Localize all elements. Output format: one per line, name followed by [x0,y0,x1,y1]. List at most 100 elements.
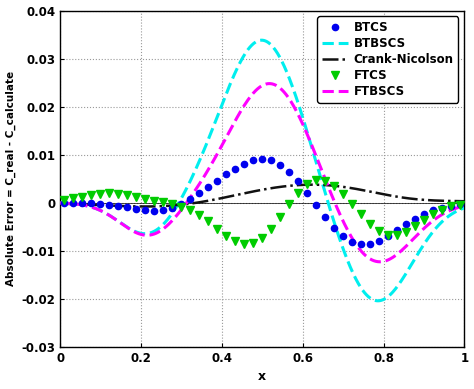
BTBSCS [462,205,467,210]
FTCS [160,200,166,205]
FTBSCS [266,81,272,86]
BTCS [196,191,202,196]
BTBSCS [240,55,246,60]
BTCS [187,197,193,202]
Line: BTBSCS: BTBSCS [60,40,465,301]
FTCS [331,184,337,188]
BTCS [421,212,427,216]
FTCS [394,233,400,238]
BTCS [250,158,256,163]
BTCS [268,158,274,163]
FTCS [187,208,193,213]
BTCS [205,185,211,189]
FTCS [358,212,364,217]
FTCS [304,182,310,187]
BTCS [430,208,436,212]
BTCS [115,203,121,208]
FTCS [223,233,229,238]
BTCS [322,215,328,219]
FTCS [448,204,454,209]
Line: FTCS: FTCS [60,176,465,248]
FTBSCS [296,114,302,119]
FTCS [124,193,130,198]
FTCS [232,239,238,244]
FTCS [250,241,256,245]
FTCS [376,229,382,234]
BTCS [232,166,238,171]
BTCS [376,238,382,243]
FTCS [106,191,112,196]
BTBSCS [296,103,302,108]
BTCS [358,242,364,247]
FTCS [385,233,391,238]
FTCS [178,205,184,209]
BTBSCS [328,209,334,214]
BTBSCS [375,298,381,303]
BTBSCS [57,201,63,205]
FTCS [142,196,148,201]
BTBSCS [161,221,167,226]
X-axis label: x: x [258,370,266,384]
Crank-Nicolson [57,202,63,206]
FTBSCS [57,201,63,205]
FTCS [241,242,247,246]
BTCS [214,179,220,183]
BTCS [142,208,148,212]
FTBSCS [362,253,368,258]
BTCS [106,202,112,207]
Crank-Nicolson [162,204,168,209]
Crank-Nicolson [310,182,315,187]
FTCS [115,191,121,196]
BTBSCS [362,291,368,296]
FTCS [412,224,418,229]
FTCS [295,191,301,195]
BTCS [277,162,283,167]
BTCS [124,205,130,210]
BTCS [178,202,184,206]
FTCS [457,202,463,207]
FTCS [277,215,283,219]
FTCS [133,194,139,199]
FTCS [286,202,292,207]
BTCS [448,203,454,208]
FTCS [268,227,274,231]
FTBSCS [377,259,383,264]
BTCS [295,179,301,184]
Line: BTCS: BTCS [61,156,464,247]
BTCS [313,203,319,207]
FTBSCS [129,228,135,233]
FTCS [205,219,211,224]
BTCS [457,202,463,207]
Crank-Nicolson [363,188,369,193]
BTCS [160,207,166,212]
FTBSCS [161,226,167,231]
FTCS [151,198,157,203]
Crank-Nicolson [129,204,135,209]
FTCS [421,218,427,223]
FTCS [259,236,265,240]
Crank-Nicolson [328,183,334,188]
BTCS [367,242,373,246]
FTBSCS [462,203,467,208]
FTCS [367,222,373,226]
FTBSCS [240,105,246,110]
FTCS [403,230,409,235]
BTCS [79,201,85,205]
Crank-Nicolson [296,183,302,187]
BTCS [349,240,355,244]
BTCS [61,200,67,205]
Crank-Nicolson [142,204,148,209]
BTBSCS [259,38,265,42]
FTCS [349,202,355,206]
FTCS [340,192,346,196]
FTCS [61,198,67,202]
FTCS [79,194,85,199]
BTCS [394,228,400,232]
FTCS [88,193,94,197]
FTCS [214,226,220,231]
BTCS [133,207,139,211]
Line: FTBSCS: FTBSCS [60,84,465,262]
FTCS [196,213,202,217]
Crank-Nicolson [241,191,246,196]
Crank-Nicolson [462,199,467,203]
